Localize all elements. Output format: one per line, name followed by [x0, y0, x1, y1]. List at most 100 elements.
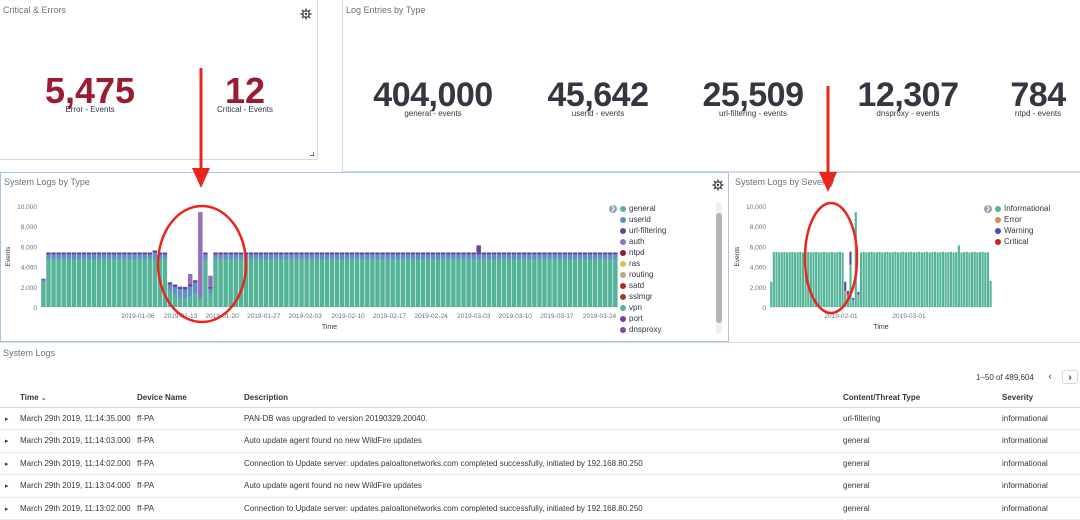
chart-bar — [516, 254, 522, 260]
legend-item[interactable]: ❯ general — [609, 203, 666, 214]
table-row[interactable]: ▸ March 29th 2019, 11:13:04.000 ff-PA Auto … — [0, 474, 1080, 498]
table-row[interactable]: ▸ March 29th 2019, 11:14:35.000 ff-PA PAN-D… — [0, 407, 1080, 430]
legend-toggle-icon[interactable]: ❯ — [984, 204, 992, 213]
legend-toggle-icon[interactable]: ❯ — [609, 204, 617, 213]
chart-bar — [314, 259, 319, 307]
chart-bar — [918, 251, 921, 307]
chart-bar — [167, 282, 173, 285]
legend-item[interactable]: satd — [620, 280, 666, 291]
type-chart[interactable]: 10,000 8,000 6,000 4,000 2,000 0 Events Time 201… — [1, 195, 621, 345]
chart-bar — [807, 251, 810, 307]
chart-bar — [238, 259, 244, 307]
chart-bar — [117, 259, 122, 307]
column-header-device[interactable]: Device Name — [137, 389, 244, 408]
prev-page-button[interactable]: ‹ — [1048, 371, 1052, 382]
legend-item[interactable]: ras — [620, 258, 666, 269]
legend-item[interactable]: Critical — [995, 236, 1050, 247]
chart-bar — [71, 254, 77, 260]
cell-description: Connection to Update server: updates.pal… — [244, 497, 843, 520]
system-logs-by-type-panel: System Logs by Type 10,000 8,000 6,000 4,00… — [0, 172, 729, 342]
next-page-button[interactable]: › — [1062, 370, 1078, 384]
chart-bar — [132, 254, 137, 260]
chart-bar — [274, 259, 279, 307]
chart-bar — [314, 252, 319, 255]
expand-row-icon[interactable]: ▸ — [5, 505, 9, 513]
legend-scrollbar[interactable] — [716, 203, 722, 333]
chart-bar — [587, 254, 593, 260]
chart-bar — [263, 254, 269, 260]
chart-bar — [279, 254, 284, 260]
y-tick-label: 6,000 — [750, 244, 767, 251]
cell-description: Auto update agent found no new WildFire … — [244, 474, 843, 498]
chart-bar — [248, 259, 254, 307]
chart-bar — [862, 251, 865, 307]
sort-icon[interactable]: ⌄ — [40, 395, 47, 403]
chart-bar — [410, 259, 416, 307]
chart-bar — [91, 259, 97, 307]
chart-bar — [223, 252, 228, 255]
column-header-description[interactable]: Description — [244, 389, 843, 408]
chart-bar — [375, 259, 380, 307]
cell-time: March 29th 2019, 11:14:35.000 — [20, 407, 137, 430]
gear-icon[interactable] — [712, 179, 724, 191]
gear-icon[interactable] — [300, 8, 312, 20]
chart-bar — [304, 254, 309, 260]
chart-bar — [319, 254, 325, 260]
legend-dot — [995, 238, 1001, 245]
table-row[interactable]: ▸ March 29th 2019, 11:14:02.000 ff-PA Conne… — [0, 452, 1080, 475]
legend-item[interactable]: Error — [995, 214, 1050, 225]
legend-item[interactable]: ntpd — [620, 247, 666, 258]
chart-bar — [334, 252, 340, 255]
error-events-value: 5,475 — [44, 70, 136, 111]
chart-bar — [830, 251, 834, 307]
chart-bar — [324, 252, 330, 255]
legend-item[interactable]: sslmgr — [620, 291, 666, 302]
chart-bar — [501, 254, 507, 260]
cell-time: March 29th 2019, 11:14:02.000 — [20, 452, 137, 475]
chart-bar — [370, 252, 375, 255]
chart-bar — [613, 252, 618, 255]
chart-bar — [542, 259, 547, 307]
expand-row-icon[interactable]: ▸ — [5, 460, 9, 468]
table-row[interactable]: ▸ March 29th 2019, 11:13:02.000 ff-PA Conne… — [0, 497, 1080, 520]
panel-title: System Logs by Type — [4, 177, 90, 187]
legend-item[interactable]: dnsproxy — [620, 324, 666, 335]
chart-bar — [567, 259, 573, 307]
chart-bar — [51, 259, 56, 307]
chart-bar — [375, 254, 380, 260]
chart-bar — [132, 252, 137, 255]
chart-bar — [208, 286, 213, 289]
chart-bar — [182, 289, 188, 299]
legend-dot — [620, 238, 626, 245]
legend-item[interactable]: url-filtering — [620, 225, 666, 236]
column-header-threat-type[interactable]: Content/Threat Type — [843, 389, 1002, 408]
legend-label: dnsproxy — [629, 325, 662, 334]
legend-item[interactable]: vpn — [620, 302, 666, 313]
legend-item[interactable]: auth — [620, 236, 666, 247]
legend-item[interactable]: userid — [620, 214, 666, 225]
chart-bar — [385, 254, 390, 260]
legend-item[interactable]: port — [620, 313, 666, 324]
resize-handle[interactable] — [310, 152, 314, 156]
panel-title: Log Entries by Type — [346, 5, 426, 15]
column-header-severity[interactable]: Severity — [1002, 389, 1080, 408]
expand-row-icon[interactable]: ▸ — [5, 415, 9, 423]
table-row[interactable]: ▸ March 29th 2019, 11:14:03.000 ff-PA Auto … — [0, 429, 1080, 453]
severity-chart[interactable]: 10,000 8,000 6,000 4,000 2,000 0 Events Time 201… — [730, 195, 1000, 345]
chart-bar — [603, 252, 608, 255]
chart-bar — [375, 252, 380, 255]
chart-bar — [147, 259, 152, 307]
y-tick-label: 2,000 — [750, 285, 767, 292]
chart-bar — [532, 254, 537, 260]
chart-bar — [775, 251, 778, 307]
legend-item[interactable]: ❯ Informational — [984, 203, 1050, 214]
scroll-thumb[interactable] — [716, 213, 722, 323]
legend-item[interactable]: Warning — [995, 225, 1050, 236]
chart-bar — [193, 280, 198, 283]
chart-bar — [380, 254, 385, 260]
chart-bar — [112, 259, 117, 307]
column-header-time[interactable]: Time ⌄ — [20, 389, 137, 408]
expand-row-icon[interactable]: ▸ — [5, 438, 9, 446]
legend-item[interactable]: routing — [620, 269, 666, 280]
expand-row-icon[interactable]: ▸ — [5, 483, 9, 491]
